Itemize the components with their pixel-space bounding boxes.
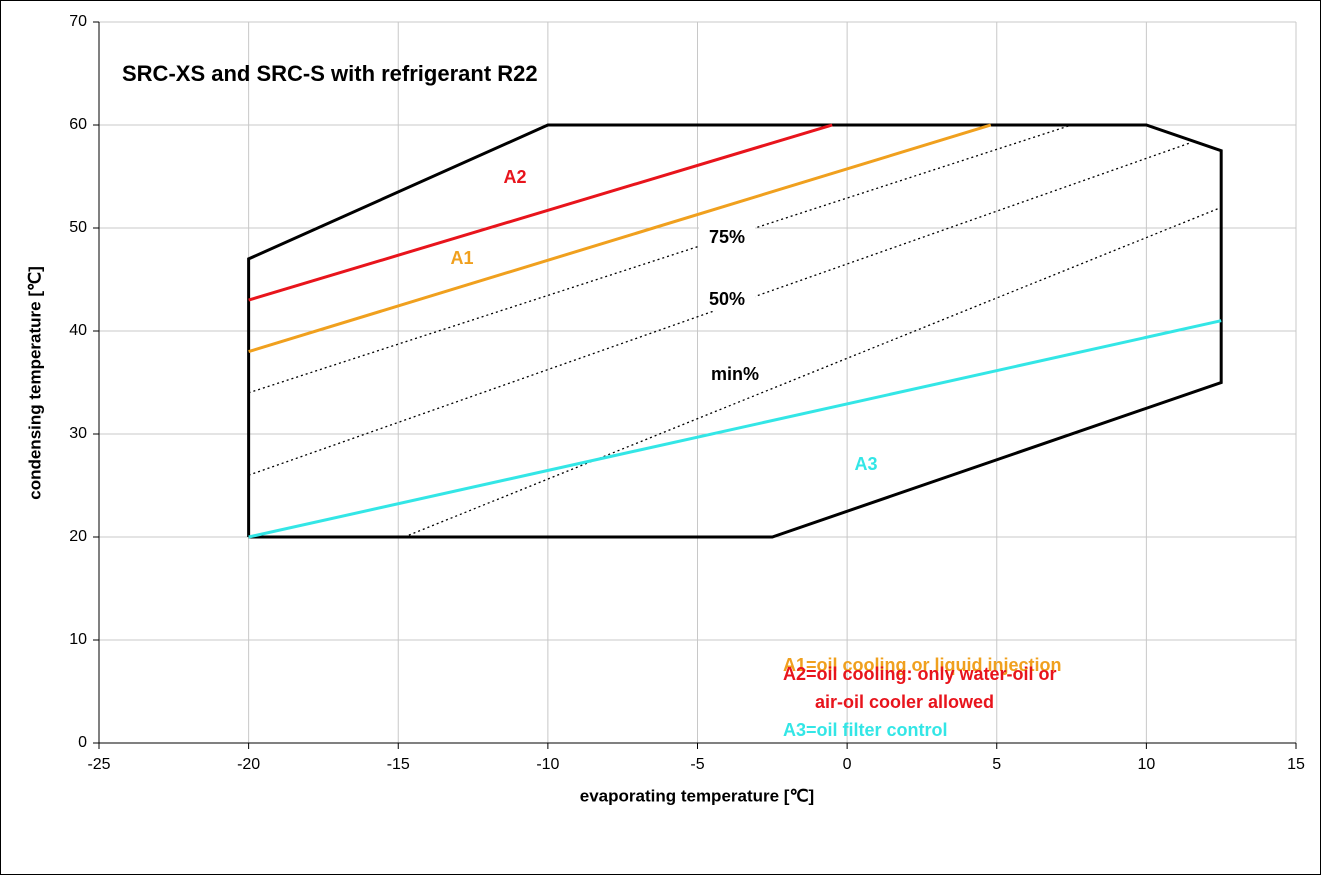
x-tick-label: 0 xyxy=(843,756,852,773)
y-tick-label: 0 xyxy=(78,734,87,751)
x-tick-label: -15 xyxy=(387,756,410,773)
x-tick-label: -20 xyxy=(237,756,260,773)
y-tick-label: 20 xyxy=(69,528,87,545)
y-tick-label: 40 xyxy=(69,322,87,339)
label-bg xyxy=(699,289,755,311)
legend-note: A1=oil cooling or liquid injection xyxy=(783,655,1062,675)
dotted-line xyxy=(403,206,1222,538)
x-tick-label: 15 xyxy=(1287,756,1305,773)
line xyxy=(248,123,992,354)
dotted-line xyxy=(248,141,1192,476)
y-tick-label: 10 xyxy=(69,631,87,648)
x-tick-label: -10 xyxy=(536,756,559,773)
label-bg xyxy=(699,227,755,249)
y-tick-label: 60 xyxy=(69,116,87,133)
line xyxy=(247,123,1223,539)
x-tick-label: -25 xyxy=(87,756,110,773)
series-label: 50% xyxy=(709,289,745,309)
dotted-line xyxy=(248,124,1072,394)
chart-title: SRC-XS and SRC-S with refrigerant R22 xyxy=(122,61,538,86)
legend-note: air-oil cooler allowed xyxy=(815,692,994,712)
y-tick-label: 50 xyxy=(69,219,87,236)
y-tick-label: 70 xyxy=(69,13,87,30)
line xyxy=(248,319,1222,539)
y-axis-label: condensing temperature [℃] xyxy=(25,266,44,500)
legend-note: A3=oil filter control xyxy=(783,720,948,740)
x-tick-label: 5 xyxy=(992,756,1001,773)
series-label: A1 xyxy=(450,248,473,268)
series-label: 75% xyxy=(709,227,745,247)
series-label: A2 xyxy=(503,167,526,187)
legend-note: A2=oil cooling: only water-oil or xyxy=(783,664,1057,684)
y-tick-label: 30 xyxy=(69,425,87,442)
line xyxy=(248,123,833,302)
series-label: min% xyxy=(711,364,759,384)
x-tick-label: -5 xyxy=(690,756,704,773)
label-bg xyxy=(707,364,763,386)
x-tick-label: 10 xyxy=(1137,756,1155,773)
x-axis-label: evaporating temperature [℃] xyxy=(580,786,814,805)
series-label: A3 xyxy=(854,454,877,474)
